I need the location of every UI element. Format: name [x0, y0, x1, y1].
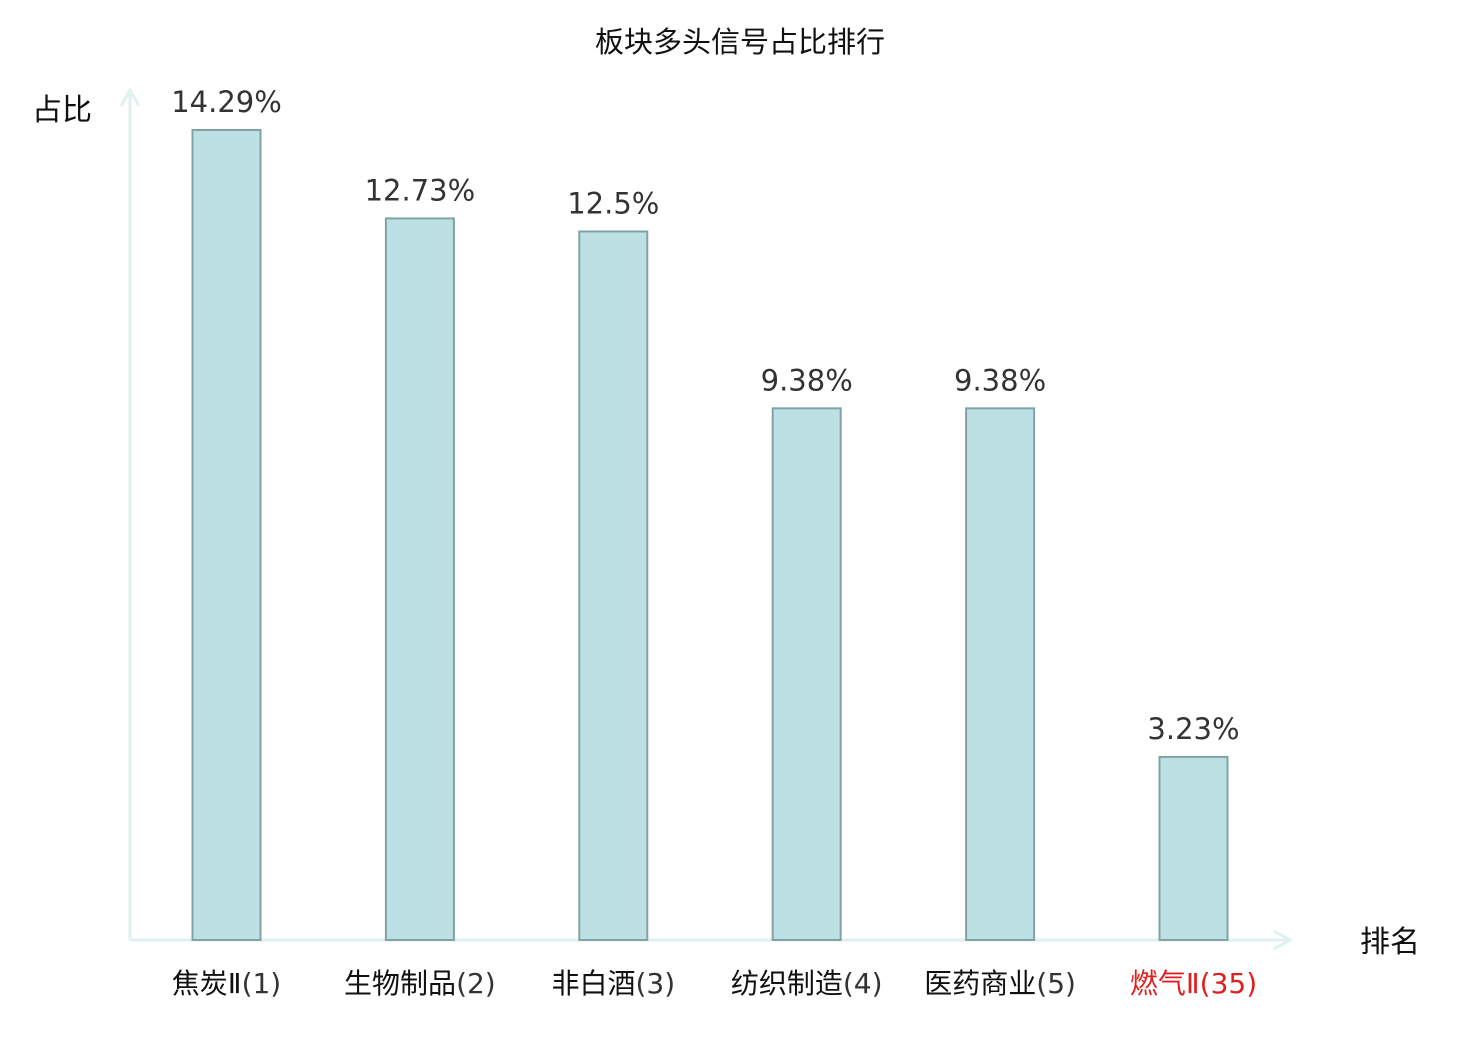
- category-name: 纺织制造: [731, 967, 843, 1000]
- category-label: 生物制品(2): [344, 967, 496, 1000]
- category-label: 纺织制造(4): [731, 967, 883, 1000]
- bar-value-label: 3.23%: [1147, 712, 1239, 746]
- category-rank: (3): [635, 967, 675, 1000]
- category-label: 医药商业(5): [924, 967, 1076, 1000]
- category-labels-group: 焦炭Ⅱ(1) 生物制品(2) 非白酒(3) 纺织制造(4) 医药商业(5) 燃气Ⅱ(35): [172, 967, 1257, 1000]
- bar: [771, 407, 842, 942]
- category-name: 医药商业: [924, 967, 1036, 1000]
- bar-value-label: 12.5%: [567, 186, 659, 220]
- bar: [578, 230, 649, 941]
- bar-value-label: 12.73%: [365, 173, 476, 207]
- bar: [1158, 755, 1229, 942]
- category-label: 燃气Ⅱ(35): [1130, 967, 1257, 1000]
- bar: [384, 217, 455, 941]
- x-axis-label: 排名: [1360, 925, 1420, 960]
- category-name: 焦炭Ⅱ: [172, 967, 242, 1000]
- category-rank: (35): [1200, 967, 1257, 1000]
- y-axis-label: 占比: [32, 93, 92, 128]
- value-labels-group: 14.29% 12.73% 12.5% 9.38% 9.38% 3.23%: [171, 85, 1239, 746]
- chart-title: 板块多头信号占比排行: [595, 25, 885, 59]
- bar: [191, 129, 262, 941]
- bars-group: [191, 129, 1229, 942]
- category-name: 非白酒: [551, 967, 635, 1000]
- category-rank: (1): [242, 967, 282, 1000]
- category-name: 燃气Ⅱ: [1130, 967, 1200, 1000]
- category-name: 生物制品: [344, 967, 456, 1000]
- category-label: 焦炭Ⅱ(1): [172, 967, 281, 1000]
- bar-value-label: 14.29%: [171, 85, 282, 119]
- axes: [119, 86, 1294, 951]
- bar-value-label: 9.38%: [954, 363, 1046, 397]
- category-rank: (4): [843, 967, 883, 1000]
- category-rank: (5): [1036, 967, 1076, 1000]
- category-rank: (2): [456, 967, 496, 1000]
- category-label: 非白酒(3): [551, 967, 675, 1000]
- x-axis-arrow: [1273, 929, 1294, 951]
- y-axis-arrow: [119, 86, 141, 107]
- bar-value-label: 9.38%: [761, 363, 853, 397]
- bar: [965, 407, 1036, 942]
